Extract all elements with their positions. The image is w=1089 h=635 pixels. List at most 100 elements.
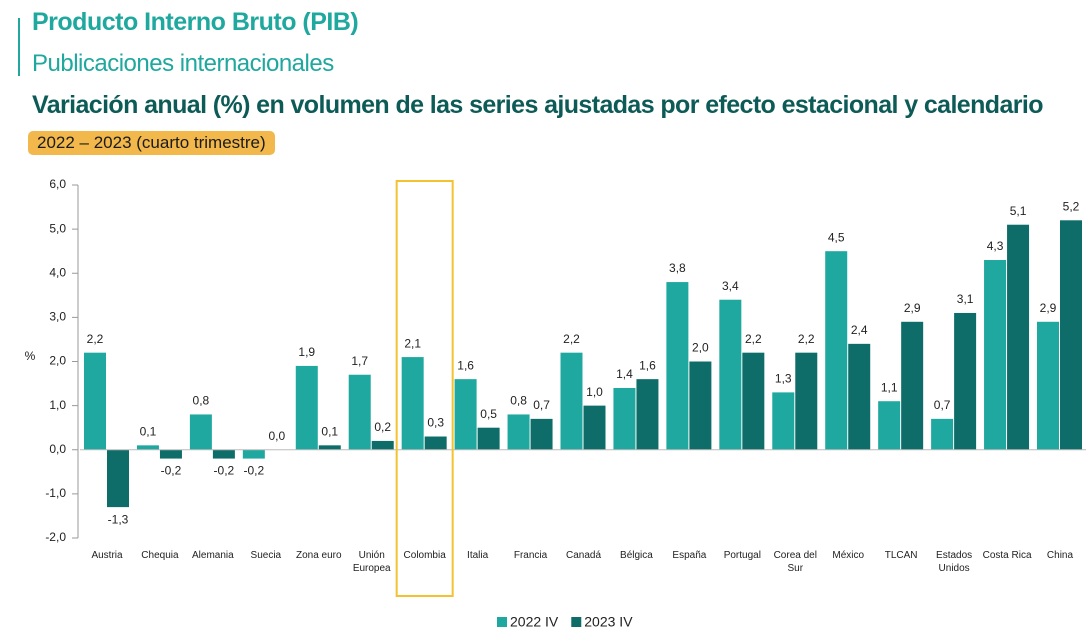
bar — [1037, 321, 1059, 450]
bar — [159, 449, 182, 459]
period-badge: 2022 – 2023 (cuarto trimestre) — [28, 131, 275, 155]
data-label: 0,0 — [268, 429, 285, 443]
data-label: 2,2 — [745, 332, 762, 346]
y-tick-label: 2,0 — [49, 354, 66, 368]
data-label: 0,2 — [374, 420, 391, 434]
data-label: 4,3 — [987, 239, 1004, 253]
data-label: -0,2 — [161, 464, 182, 478]
data-label: 1,0 — [586, 385, 603, 399]
data-label: 3,4 — [722, 279, 739, 293]
x-tick-label: Corea del Sur — [773, 550, 817, 574]
x-tick-label: Costa Rica — [982, 550, 1032, 561]
x-tick-label: Colombia — [403, 550, 446, 561]
x-tick-label: Chequia — [141, 550, 179, 561]
data-label: 1,6 — [457, 358, 474, 372]
data-label: 2,9 — [1040, 301, 1057, 315]
x-tick-label: Portugal — [723, 550, 761, 561]
data-label: 0,5 — [480, 407, 497, 421]
x-tick-label: Alemania — [192, 550, 234, 561]
bar — [84, 352, 106, 450]
bar — [878, 401, 901, 450]
bar — [371, 440, 394, 450]
accent-bar — [18, 18, 20, 76]
data-label: 0,8 — [193, 394, 210, 408]
data-label: 2,1 — [404, 336, 421, 350]
data-label: -0,2 — [243, 464, 264, 478]
x-tick-label: España — [672, 550, 707, 561]
bar — [348, 374, 371, 450]
data-label: 1,9 — [298, 345, 315, 359]
y-tick-label: 0,0 — [49, 442, 66, 456]
x-tick-label: Unión Europea — [352, 550, 391, 574]
x-tick-label: Austria — [91, 550, 123, 561]
bar — [954, 312, 977, 450]
x-tick-label: China — [1046, 550, 1074, 561]
x-tick-label: Canadá — [565, 550, 602, 561]
y-tick-label: -1,0 — [45, 486, 66, 500]
bar — [136, 445, 159, 450]
bar — [401, 357, 424, 450]
y-tick-label: 4,0 — [49, 265, 66, 279]
bar — [454, 379, 477, 450]
data-label: 0,1 — [140, 425, 157, 439]
legend-label: 2023 IV — [584, 614, 633, 630]
data-label: 2,9 — [904, 301, 921, 315]
data-label: 2,0 — [692, 341, 709, 355]
y-tick-label: 1,0 — [49, 398, 66, 412]
data-label: 2,4 — [851, 323, 868, 337]
bar — [931, 418, 954, 450]
x-tick-label: TLCAN — [884, 550, 918, 561]
bar — [530, 418, 553, 450]
chart-subtitle: Publicaciones internacionales — [32, 50, 334, 77]
x-tick-label: Zona euro — [295, 550, 342, 561]
x-tick-label: Francia — [513, 550, 548, 561]
data-label: 2,2 — [87, 332, 104, 346]
data-label: 3,1 — [957, 292, 974, 306]
y-tick-label: -2,0 — [45, 530, 66, 544]
data-label: 1,3 — [775, 372, 792, 386]
bar — [107, 449, 129, 508]
bar — [772, 392, 795, 450]
data-label: 2,2 — [563, 332, 580, 346]
bar — [189, 414, 212, 450]
bar — [242, 449, 265, 459]
bar — [613, 387, 636, 450]
bar — [477, 427, 500, 450]
legend-swatch — [571, 617, 582, 627]
x-tick-label: Italia — [467, 550, 489, 561]
bar — [719, 299, 742, 450]
bar — [424, 436, 447, 450]
data-label: 0,7 — [533, 398, 550, 412]
chart-title: Producto Interno Bruto (PIB) — [32, 8, 359, 36]
legend-swatch — [497, 617, 507, 627]
bar — [212, 449, 235, 459]
data-label: 3,8 — [669, 261, 686, 275]
bar — [848, 343, 871, 450]
data-label: 0,3 — [427, 416, 444, 430]
bar — [689, 361, 712, 450]
data-label: 2,2 — [798, 332, 815, 346]
y-tick-label: 5,0 — [49, 221, 66, 235]
bar — [984, 260, 1007, 450]
bar — [295, 365, 318, 450]
data-label: -0,2 — [214, 464, 235, 478]
data-label: 0,8 — [510, 394, 527, 408]
bar — [636, 379, 659, 450]
bar — [666, 282, 689, 450]
data-label: 4,5 — [828, 230, 845, 244]
x-tick-label: Bélgica — [620, 550, 653, 561]
data-label: 1,6 — [639, 358, 656, 372]
x-tick-label: Estados Unidos — [936, 550, 973, 574]
bar — [901, 321, 924, 450]
bar — [318, 445, 341, 450]
data-label: 1,4 — [616, 367, 633, 381]
headline: Variación anual (%) en volumen de las se… — [32, 91, 1044, 119]
bar — [742, 352, 765, 450]
legend-label: 2022 IV — [510, 614, 559, 630]
bar — [795, 352, 818, 450]
data-label: 1,1 — [881, 380, 898, 394]
bar — [1007, 224, 1030, 450]
y-axis-label: % — [25, 349, 36, 363]
